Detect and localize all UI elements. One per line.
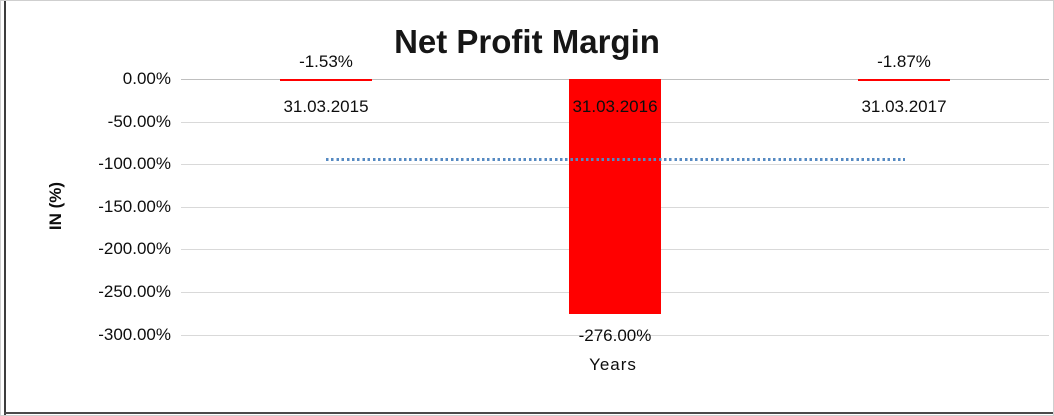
y-axis-tick-label: -50.00% <box>107 112 171 131</box>
y-axis-tick-label: 0.00% <box>122 69 171 88</box>
data-label: -1.87% <box>877 52 931 71</box>
y-axis-tick-label: -300.00% <box>98 325 171 344</box>
bar <box>858 79 950 81</box>
gridline <box>181 335 1049 336</box>
data-label: -1.53% <box>299 52 353 71</box>
data-label: -276.00% <box>578 326 652 345</box>
bar <box>569 79 661 314</box>
category-label: 31.03.2016 <box>572 97 658 116</box>
y-axis-tick-label: -250.00% <box>98 282 171 301</box>
chart-title: Net Profit Margin <box>394 23 660 60</box>
y-axis-title: IN (%) <box>46 181 65 231</box>
x-axis-title: Years <box>589 355 637 374</box>
category-label: 31.03.2017 <box>861 97 947 116</box>
y-axis-tick-label: -200.00% <box>98 239 171 258</box>
category-label: 31.03.2015 <box>283 97 369 116</box>
frame-left-border <box>4 1 6 415</box>
y-axis-tick-label: -150.00% <box>98 197 171 216</box>
bar <box>280 79 372 81</box>
trendline <box>326 158 905 161</box>
frame-bottom-border <box>4 412 1053 414</box>
y-axis-tick-label: -100.00% <box>98 154 171 173</box>
